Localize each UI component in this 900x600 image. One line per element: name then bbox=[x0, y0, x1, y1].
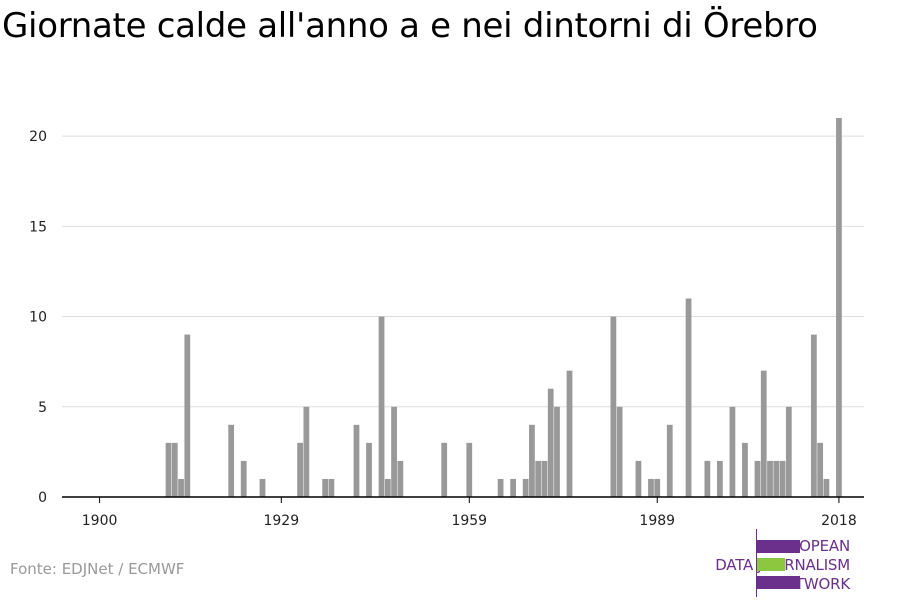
bar-2005[interactable] bbox=[754, 460, 761, 497]
x-tick-label: 1989 bbox=[639, 513, 675, 529]
bar-2006[interactable] bbox=[760, 370, 767, 497]
gridlines bbox=[62, 135, 864, 408]
bar-1948[interactable] bbox=[397, 460, 404, 497]
bar-1970[interactable] bbox=[535, 460, 542, 497]
x-tick-label: 1900 bbox=[82, 513, 118, 529]
bar-1914[interactable] bbox=[184, 334, 191, 497]
bar-1947[interactable] bbox=[391, 406, 397, 497]
y-tick-label: 5 bbox=[38, 400, 47, 416]
bar-1991[interactable] bbox=[666, 424, 673, 497]
bar-1913[interactable] bbox=[178, 478, 184, 497]
bar-1926[interactable] bbox=[259, 478, 266, 497]
y-tick-label: 0 bbox=[38, 490, 47, 506]
bar-1975[interactable] bbox=[566, 370, 573, 497]
bar-1943[interactable] bbox=[366, 442, 372, 497]
logo-bar-purple-top bbox=[757, 540, 800, 553]
bar-2009[interactable] bbox=[779, 460, 786, 497]
bar-1994[interactable] bbox=[685, 298, 692, 498]
bar-1969[interactable] bbox=[529, 424, 535, 497]
edjnet-logo[interactable]: EUROPEAN DATA JOURNALISM NETWORK bbox=[700, 529, 900, 597]
bar-2018[interactable] bbox=[836, 118, 842, 497]
bar-1972[interactable] bbox=[547, 388, 554, 497]
y-axis-ticks: 0 5 10 15 20 bbox=[29, 129, 47, 506]
x-tick-label: 1959 bbox=[451, 513, 487, 529]
bar-1923[interactable] bbox=[240, 460, 247, 497]
bar-1946[interactable] bbox=[384, 478, 391, 497]
bar-1932[interactable] bbox=[297, 442, 303, 497]
bar-1936[interactable] bbox=[322, 478, 329, 497]
bar-1986[interactable] bbox=[635, 460, 642, 497]
bar-1997[interactable] bbox=[704, 460, 711, 497]
logo-bar-green bbox=[757, 558, 785, 571]
x-tick-label: 1929 bbox=[263, 513, 299, 529]
bar-1911[interactable] bbox=[165, 442, 172, 497]
logo-divider bbox=[756, 529, 757, 597]
bar-1937[interactable] bbox=[328, 478, 335, 497]
bars bbox=[165, 118, 842, 498]
bar-1964[interactable] bbox=[497, 478, 504, 497]
bar-1983[interactable] bbox=[616, 406, 623, 497]
bar-1921[interactable] bbox=[228, 424, 235, 497]
bar-1989[interactable] bbox=[654, 478, 661, 497]
y-tick-label: 10 bbox=[29, 310, 47, 326]
bar-2015[interactable] bbox=[817, 442, 824, 497]
bar-2001[interactable] bbox=[729, 406, 736, 497]
bar-1973[interactable] bbox=[554, 406, 560, 497]
bar-2007[interactable] bbox=[767, 460, 773, 497]
chart-title: Giornate calde all'anno a e nei dintorni… bbox=[2, 6, 818, 46]
bar-2008[interactable] bbox=[773, 460, 780, 497]
bar-1966[interactable] bbox=[510, 478, 517, 497]
bar-1945[interactable] bbox=[378, 316, 385, 497]
bar-1999[interactable] bbox=[717, 460, 723, 497]
bar-1988[interactable] bbox=[648, 478, 654, 497]
source-credit: Fonte: EDJNet / ECMWF bbox=[10, 560, 185, 578]
bar-1968[interactable] bbox=[522, 478, 529, 497]
bar-2016[interactable] bbox=[823, 478, 830, 497]
y-tick-label: 15 bbox=[29, 219, 47, 235]
x-tick-label: 2018 bbox=[821, 513, 857, 529]
bar-1959[interactable] bbox=[466, 442, 473, 497]
bar-2003[interactable] bbox=[742, 442, 748, 497]
bar-1941[interactable] bbox=[353, 424, 360, 497]
x-axis-ticks: 1900 1929 1959 1989 2018 bbox=[82, 497, 857, 529]
bar-1982[interactable] bbox=[610, 316, 617, 497]
bar-1971[interactable] bbox=[541, 460, 548, 497]
bar-1933[interactable] bbox=[303, 406, 310, 497]
logo-bar-purple-bottom bbox=[757, 576, 800, 589]
y-tick-label: 20 bbox=[29, 129, 47, 145]
bar-2010[interactable] bbox=[785, 406, 792, 497]
bar-2014[interactable] bbox=[810, 334, 817, 497]
bar-1955[interactable] bbox=[441, 442, 448, 497]
bar-1912[interactable] bbox=[171, 442, 178, 497]
